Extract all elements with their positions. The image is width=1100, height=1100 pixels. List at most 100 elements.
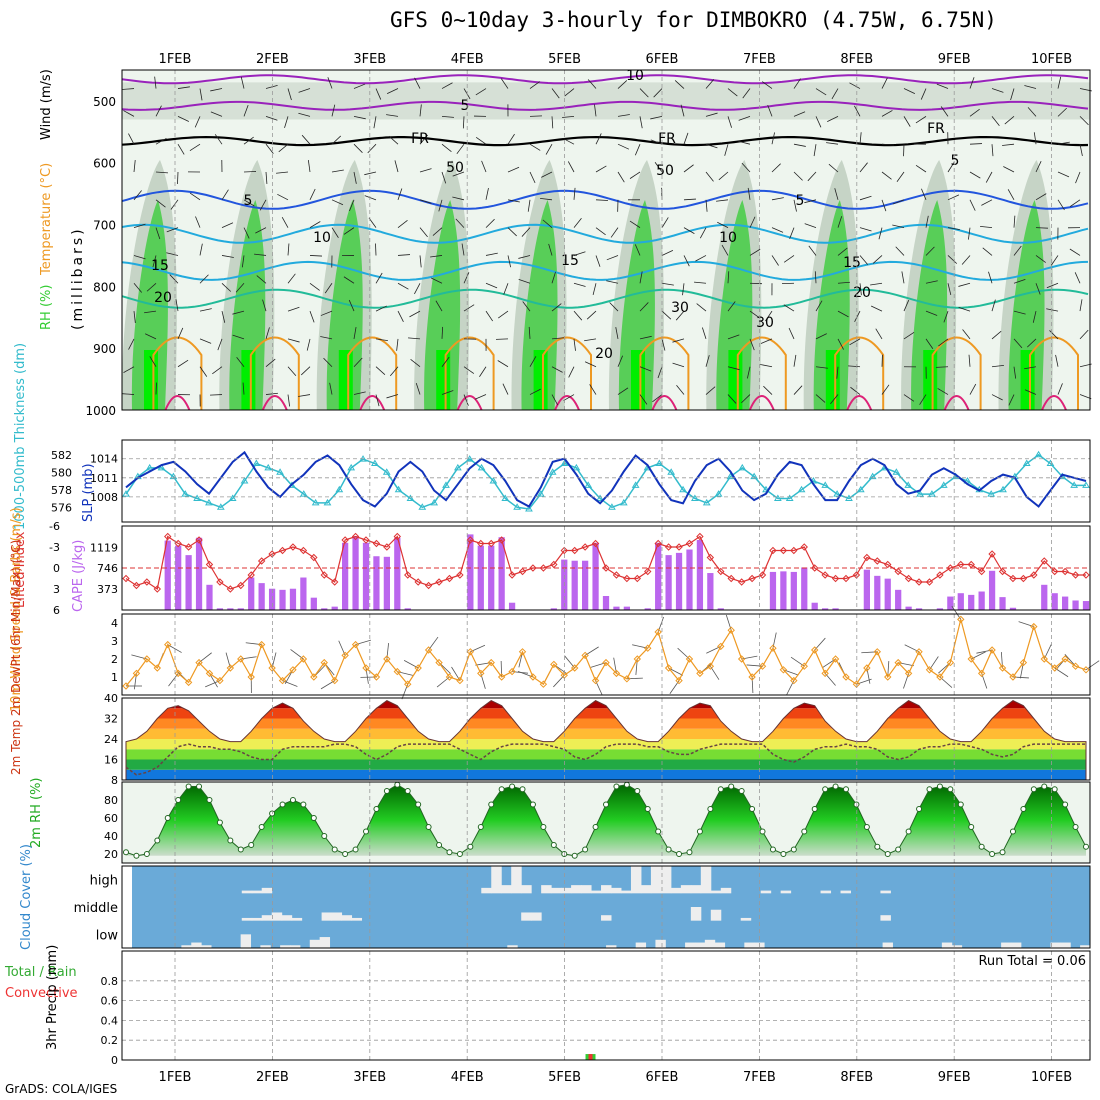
wind-barb <box>903 299 910 312</box>
thickness-point <box>750 472 759 480</box>
wind-barb <box>521 227 531 237</box>
cape-bar <box>258 583 265 610</box>
rh-point <box>227 837 234 844</box>
temp-contour <box>121 135 1089 147</box>
wind-barb <box>837 281 850 284</box>
wind-barb <box>375 338 388 342</box>
wind-barb <box>441 143 452 152</box>
rh-shading-bright <box>338 350 353 410</box>
cape-tick: 746 <box>97 562 118 575</box>
cape-bar <box>968 594 975 610</box>
cape-bar <box>477 545 484 610</box>
wind-speed-point <box>602 658 610 667</box>
wind-barb <box>815 394 826 403</box>
ylabel-thickness: 1000-500mb Thickness (dm) <box>13 343 28 530</box>
wind-barb <box>592 283 597 296</box>
wind-barb <box>175 299 179 312</box>
wind-speed-point <box>164 640 172 649</box>
wind-barb <box>595 227 606 236</box>
li-point <box>289 543 297 551</box>
cloud-bar-low <box>507 945 518 948</box>
wind-barb <box>243 199 255 207</box>
cape-bar <box>947 596 954 610</box>
wind-barb-10m <box>428 636 439 651</box>
wind-barb <box>901 271 905 284</box>
rh-point <box>289 797 296 803</box>
wind-barb <box>353 115 366 120</box>
wind-barb <box>419 168 432 173</box>
wind-barb <box>353 171 357 184</box>
wind-barb <box>300 366 311 376</box>
wind-barb <box>507 255 512 268</box>
cloud-bar-low <box>309 939 321 948</box>
rh-point <box>237 846 244 853</box>
wind-barb <box>177 359 189 368</box>
wind-barb-10m <box>814 637 826 651</box>
cloud-bar-middle <box>710 909 722 921</box>
temp-contour <box>121 288 1089 309</box>
li-tick: -6 <box>49 520 60 533</box>
wind-barb <box>529 356 537 367</box>
wind-barb <box>353 357 363 368</box>
temp-contour-25 <box>639 336 690 410</box>
wind-barb <box>353 143 363 153</box>
cloud-bar-high <box>241 890 253 894</box>
cloud-bar-high <box>820 890 832 894</box>
wind-barb <box>804 223 817 229</box>
thickness-point <box>453 463 462 471</box>
cloud-bar-middle <box>531 912 542 921</box>
contour-label: 15 <box>561 253 579 269</box>
rh-point <box>759 828 766 835</box>
wind-barb <box>1055 354 1059 367</box>
cape-bar <box>195 537 203 610</box>
wind-barb <box>682 283 685 296</box>
cloud-bar-low <box>1060 942 1071 948</box>
cape-bar <box>571 560 578 610</box>
li-point <box>988 550 996 558</box>
ylabel-millibars: (millibars) <box>70 226 86 330</box>
temp-contour-30 <box>164 395 191 411</box>
li-point <box>654 539 662 548</box>
li-point <box>706 553 715 562</box>
cloud-bar-high <box>571 885 582 894</box>
temp-contour-25 <box>444 336 495 410</box>
cloud-bar-high <box>521 885 532 894</box>
wind-barb <box>309 188 316 200</box>
wind-speed-point <box>623 675 631 683</box>
thickness-point <box>619 498 628 506</box>
cloud-bar-middle <box>271 912 283 921</box>
wind-barb <box>991 116 1000 127</box>
wind-barb <box>634 244 641 256</box>
wind-speed-point <box>310 673 318 681</box>
wind-barb <box>947 227 960 231</box>
wind-barb <box>587 79 597 89</box>
temp-line <box>125 700 1087 781</box>
run-total: Run Total = 0.06 <box>978 954 1086 969</box>
cape-bar <box>310 597 317 610</box>
cape-bar <box>227 608 234 610</box>
wind-barb <box>903 88 916 95</box>
thickness-point <box>382 468 391 475</box>
wind-barb <box>235 283 245 293</box>
cape-bar <box>300 577 307 610</box>
cloud-bar-high <box>541 885 552 894</box>
temp-contour-25 <box>542 336 592 410</box>
wind-barb <box>1057 141 1070 145</box>
cape-bar <box>498 537 505 610</box>
thickness-point <box>738 463 747 471</box>
wind-barb <box>265 327 270 340</box>
wind-barb <box>195 216 201 228</box>
wind-barb <box>771 227 784 233</box>
wind-barb <box>875 328 883 340</box>
cloud-bar-high <box>660 866 672 894</box>
wind-speed-point <box>717 642 725 651</box>
li-tick: 6 <box>53 604 60 617</box>
li-point <box>904 574 913 583</box>
temp-tick: 16 <box>104 754 118 767</box>
wind-barb <box>278 143 289 153</box>
cape-bar <box>999 597 1006 610</box>
wind-barb <box>1057 199 1065 211</box>
wind-speed-point <box>779 666 788 674</box>
wind-barb <box>705 386 716 395</box>
wind-barb <box>1079 144 1083 157</box>
